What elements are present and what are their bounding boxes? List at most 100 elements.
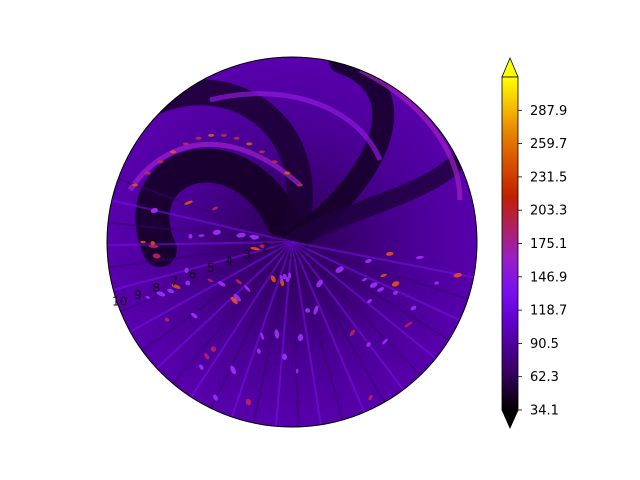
heatmap-hotspot (150, 207, 158, 214)
heatmap-hotspot (256, 348, 261, 354)
polar-frame (106, 56, 478, 428)
colorbar-tick-label: 146.9 (530, 270, 567, 285)
radial-tick-label: 9 (134, 288, 142, 302)
heatmap-hotspot (207, 278, 214, 283)
heatmap-spoke (291, 241, 437, 360)
heatmap-hotspot (211, 206, 219, 211)
heatmap-spoke (107, 240, 293, 247)
heatmap-hotspot (349, 329, 356, 337)
colorbar-tick-label: 62.3 (530, 370, 559, 385)
heatmap-hotspot (380, 273, 387, 278)
heatmap-hotspot (184, 267, 189, 273)
heatmap-hotspot (295, 368, 299, 374)
heatmap-hotspot (288, 272, 292, 279)
colorbar-tick-label: 203.3 (530, 204, 567, 219)
colorbar-extend-max (501, 56, 519, 78)
heatmap-hotspot (316, 279, 323, 288)
heatmap-hotspot (218, 281, 226, 287)
heatmap-hotspot (250, 247, 260, 251)
heatmap-hotspot (184, 200, 193, 205)
heatmap-hotspot (171, 284, 181, 289)
heatmap-hotspot (150, 241, 155, 246)
heatmap-hotspot (220, 133, 227, 137)
heatmap-hotspot (369, 282, 378, 288)
heatmap-spoke (291, 240, 469, 301)
colorbar-tick-label: 259.7 (530, 137, 567, 152)
heatmap-hotspot (313, 305, 319, 315)
radial-tick-label: 2 (262, 241, 270, 255)
radial-tick-label: 7 (171, 274, 179, 288)
heatmap-hotspot (282, 353, 287, 360)
colorbar-gradient (501, 76, 519, 411)
heatmap-hotspot (244, 285, 251, 292)
heatmap-hotspot (140, 240, 146, 244)
heatmap-hotspot (246, 142, 253, 146)
heatmap-hotspot (185, 280, 191, 286)
heatmap-hotspot (233, 294, 241, 302)
heatmap-hotspot (393, 290, 398, 295)
heatmap-band (127, 141, 302, 192)
heatmap-hotspot (190, 312, 198, 319)
heatmap-hotspot (195, 136, 202, 140)
heatmap-hotspot (235, 279, 242, 285)
heatmap-hotspot (434, 281, 439, 285)
heatmap-spoke (190, 241, 293, 398)
heatmap-hotspot (145, 295, 150, 299)
heatmap-spoke (291, 241, 450, 341)
heatmap-spoke (290, 241, 300, 427)
heatmap-hotspot (391, 281, 400, 287)
heatmap-hotspot (230, 365, 236, 375)
heatmap-spoke (120, 240, 293, 313)
heatmap-hotspot (305, 308, 311, 313)
heatmap-hotspot (270, 275, 276, 283)
heatmap-hotspot (170, 150, 177, 154)
colorbar-tick-label: 175.1 (530, 237, 567, 252)
heatmap-hotspot (233, 136, 240, 140)
heatmap-band (209, 91, 383, 161)
heatmap-hotspot (335, 266, 344, 273)
heatmap-hotspot (208, 133, 215, 137)
heatmap-hotspot (156, 291, 166, 297)
colorbar-tick-label: 90.5 (530, 337, 559, 352)
heatmap-hotspot (210, 346, 217, 352)
heatmap-hotspot (271, 160, 278, 164)
heatmap-hotspot (382, 338, 388, 345)
colorbar-tick-label: 287.9 (530, 104, 567, 119)
heatmap-spoke (290, 241, 345, 421)
heatmap-swirl (135, 148, 309, 267)
radial-tick-label: 4 (225, 254, 233, 268)
heatmap-band (358, 67, 463, 201)
heatmap-pattern (107, 57, 477, 427)
colorbar-extend-min (501, 409, 519, 429)
heatmap-hotspot (188, 234, 193, 239)
heatmap-hotspot (285, 277, 290, 283)
heatmap-spoke (209, 241, 293, 409)
radial-tick-label: 8 (152, 281, 160, 295)
radial-tick-label: 6 (189, 268, 197, 282)
colorbar-tick-label: 34.1 (530, 404, 559, 419)
heatmap-hotspot (274, 329, 280, 339)
heatmap-spoke (129, 241, 293, 333)
heatmap-hotspot (385, 251, 394, 256)
heatmap-spoke (291, 241, 422, 376)
heatmap-hotspot (182, 142, 189, 146)
heatmap-spoke (141, 241, 293, 352)
heatmap-hotspot (230, 296, 238, 304)
heatmap-hotspot (297, 333, 304, 342)
heatmap-spoke (290, 241, 366, 413)
heatmap-hotspot (404, 321, 413, 328)
heatmap-hotspot (199, 364, 204, 370)
heatmap-hotspot (212, 229, 221, 235)
heatmap-hotspot (282, 273, 287, 280)
heatmap-hotspot (249, 234, 256, 238)
heatmap-spoke (291, 241, 386, 403)
heatmap-hotspot (453, 272, 462, 278)
heatmap-hotspot (144, 171, 151, 175)
colorbar-ticks: 34.1 62.3 90.5 118.7 146.9 175.1 203.3 231.5 259… (518, 104, 567, 419)
radial-tick-label: 3 (244, 247, 252, 261)
heatmap-hotspot (280, 278, 285, 287)
colorbar-tick-label: 231.5 (530, 170, 567, 185)
heatmap-hotspot (377, 287, 385, 292)
